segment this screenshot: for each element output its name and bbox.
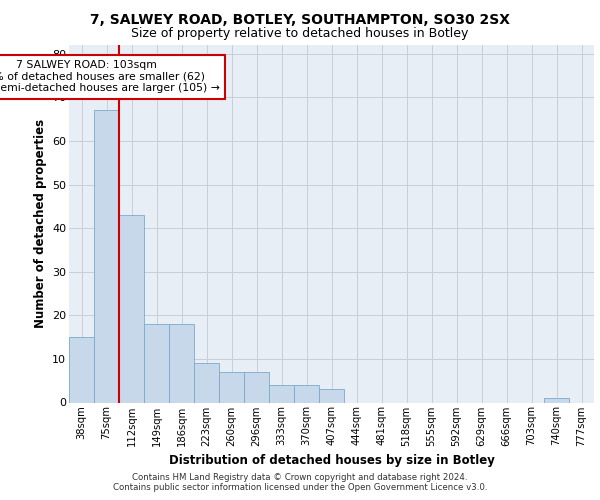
Bar bbox=[169, 324, 194, 402]
Bar bbox=[294, 385, 319, 402]
Bar bbox=[319, 390, 344, 402]
Text: Size of property relative to detached houses in Botley: Size of property relative to detached ho… bbox=[131, 28, 469, 40]
Bar bbox=[69, 337, 94, 402]
Y-axis label: Number of detached properties: Number of detached properties bbox=[34, 119, 47, 328]
Bar bbox=[269, 385, 294, 402]
Text: 7, SALWEY ROAD, BOTLEY, SOUTHAMPTON, SO30 2SX: 7, SALWEY ROAD, BOTLEY, SOUTHAMPTON, SO3… bbox=[90, 12, 510, 26]
Bar bbox=[544, 398, 569, 402]
Bar bbox=[119, 215, 144, 402]
X-axis label: Distribution of detached houses by size in Botley: Distribution of detached houses by size … bbox=[169, 454, 494, 467]
Bar bbox=[219, 372, 244, 402]
Bar bbox=[194, 364, 219, 403]
Bar bbox=[144, 324, 169, 402]
Bar bbox=[94, 110, 119, 403]
Text: Contains HM Land Registry data © Crown copyright and database right 2024.
Contai: Contains HM Land Registry data © Crown c… bbox=[113, 473, 487, 492]
Bar bbox=[244, 372, 269, 402]
Text: 7 SALWEY ROAD: 103sqm
← 37% of detached houses are smaller (62)
63% of semi-deta: 7 SALWEY ROAD: 103sqm ← 37% of detached … bbox=[0, 60, 220, 94]
